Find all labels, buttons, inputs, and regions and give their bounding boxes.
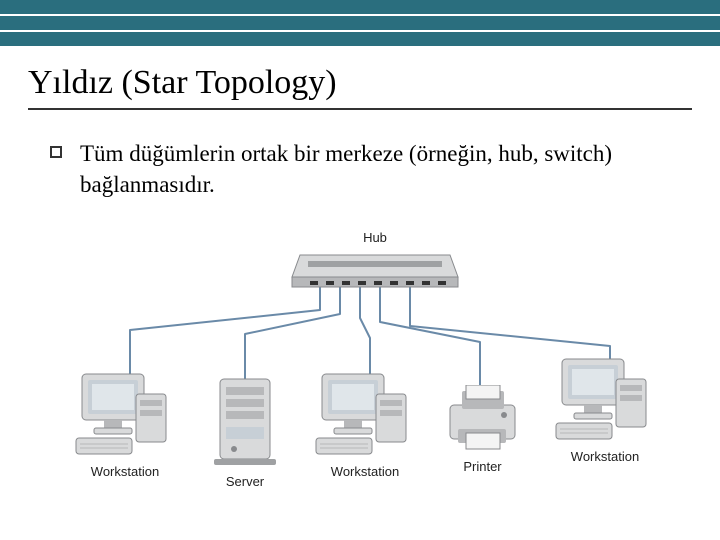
server-label: Server — [226, 474, 264, 489]
bullet-item: Tüm düğümlerin ortak bir merkeze (örneği… — [0, 118, 720, 210]
workstation-node: Workstation — [310, 370, 420, 479]
page-title: Yıldız (Star Topology) — [28, 64, 692, 110]
printer-label: Printer — [463, 459, 501, 474]
header-bars — [0, 0, 720, 46]
title-area: Yıldız (Star Topology) — [0, 48, 720, 118]
bullet-text: Tüm düğümlerin ortak bir merkeze (örneği… — [80, 138, 680, 200]
header-bar-2 — [0, 16, 720, 30]
printer-node: Printer — [440, 385, 525, 474]
workstation-node: Workstation — [70, 370, 180, 479]
workstation-label: Workstation — [571, 449, 639, 464]
hub-node: Hub — [290, 230, 460, 291]
header-bar-1 — [0, 0, 720, 14]
bullet-marker-icon — [50, 146, 62, 158]
workstation-label: Workstation — [91, 464, 159, 479]
hub-label: Hub — [363, 230, 387, 245]
server-node: Server — [210, 375, 280, 489]
topology-diagram: Hub Workstation Server Wor — [60, 220, 660, 520]
workstation-node: Workstation — [550, 355, 660, 464]
header-bar-3 — [0, 32, 720, 46]
workstation-label: Workstation — [331, 464, 399, 479]
